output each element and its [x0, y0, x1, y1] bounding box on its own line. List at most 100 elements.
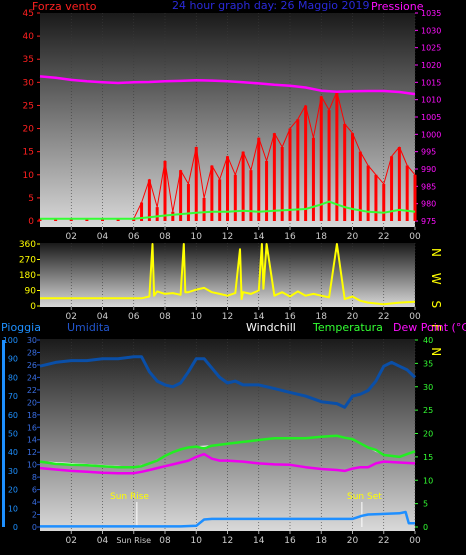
x-tick-label: 08 — [159, 232, 171, 242]
y-tick-label: 985 — [421, 182, 436, 191]
x-tick-label: 06 — [128, 232, 140, 242]
y-tick-label: 26 — [27, 361, 37, 370]
y-tick-label: 1030 — [421, 26, 441, 35]
y-tick-label: 0 — [423, 523, 428, 532]
y-tick-label: 180 — [19, 271, 36, 281]
direction-letters: N W S E N — [429, 248, 443, 362]
x-tick-label: 06 — [128, 312, 140, 322]
y-tick-label: 15 — [23, 148, 34, 158]
y-tick-label: 1010 — [421, 96, 441, 105]
y-tick-label: 18 — [27, 411, 37, 420]
x-tick-label: 08 — [159, 312, 171, 322]
y-tick-label: 80 — [8, 373, 18, 382]
y-tick-label: 0 — [30, 302, 36, 312]
x-tick-label: Sun Rise — [116, 536, 151, 545]
direction-panel-plot: 0 90 180 270 360 02 04 06 08 10 12 14 16 18 20 22 00 — [19, 240, 421, 322]
x-tick-label: 04 — [97, 312, 109, 322]
x-tick-label: 12 — [222, 312, 233, 322]
direction-line — [40, 243, 416, 306]
x-tick-label: 20 — [347, 536, 359, 546]
x-tick-label: 18 — [316, 312, 328, 322]
x-tick-label: 22 — [378, 312, 389, 322]
y-tick-label: 995 — [421, 148, 436, 157]
y-tick-label: 70 — [8, 392, 18, 401]
y-tick-label: 60 — [8, 411, 18, 420]
x-tick-label: 22 — [378, 536, 389, 546]
y-tick-label: 1020 — [421, 61, 441, 70]
y-tick-label: 5 — [28, 194, 34, 204]
y-tick-label: 975 — [421, 217, 436, 226]
x-tick-label: 04 — [97, 536, 109, 546]
y-tick-label: 40 — [423, 336, 433, 345]
x-tick-label: 12 — [222, 536, 233, 546]
y-tick-label: 50 — [8, 430, 18, 439]
y-tick-label: 1025 — [421, 44, 441, 53]
y-tick-label: 10 — [8, 504, 18, 513]
y-tick-label: 360 — [19, 240, 36, 250]
x-tick-label: 02 — [66, 312, 77, 322]
x-tick-label: 02 — [66, 536, 77, 546]
x-tick-label: 14 — [253, 232, 265, 242]
y-tick-label: 20 — [27, 398, 37, 407]
x-tick-label: 14 — [253, 312, 265, 322]
y-tick-label: 15 — [423, 453, 433, 462]
pioggia-axis-bar — [2, 340, 5, 527]
x-tick-label: 16 — [284, 232, 296, 242]
y-tick-label: 270 — [19, 256, 36, 266]
y-tick-label: 10 — [423, 476, 433, 485]
dewpoint-title: Dew Point (°C) — [393, 321, 466, 334]
y-tick-label: 10 — [27, 461, 37, 470]
x-tick-label: 14 — [253, 536, 265, 546]
y-tick-label: 40 — [23, 32, 35, 42]
x-tick-label: 00 — [409, 312, 421, 322]
x-tick-label: 16 — [284, 536, 296, 546]
y-tick-label: 45 — [23, 9, 34, 19]
y-tick-label: 90 — [8, 355, 18, 364]
y-tick-label: 8 — [32, 473, 37, 482]
y-tick-label: 12 — [27, 448, 37, 457]
pressure-axis-title: Pressione — [371, 0, 424, 13]
temperature-line — [39, 434, 416, 469]
x-tick-label: 02 — [66, 232, 77, 242]
x-tick-label: 20 — [347, 232, 359, 242]
x-tick-label: 16 — [284, 312, 296, 322]
wind-avg-line — [40, 200, 416, 220]
y-tick-label: 35 — [423, 359, 433, 368]
x-tick-label: 22 — [378, 232, 389, 242]
x-tick-label: 00 — [409, 232, 421, 242]
y-tick-label: 20 — [23, 125, 35, 135]
pioggia-axis-title: Pioggia — [1, 321, 41, 334]
x-tick-label: 10 — [191, 312, 203, 322]
y-tick-label: 20 — [423, 430, 433, 439]
x-tick-label: 12 — [222, 232, 233, 242]
x-tick-label: 00 — [409, 536, 421, 546]
humidity-line — [39, 355, 417, 409]
y-tick-label: 22 — [27, 386, 37, 395]
graph-date-title: 24 hour graph day: 26 Maggio 2019 — [172, 0, 369, 12]
y-tick-label: 0 — [32, 523, 37, 532]
pressure-line — [39, 75, 416, 96]
sun-rise-label: Sun Rise — [110, 492, 149, 502]
y-tick-label: 25 — [23, 101, 34, 111]
umidita-axis-title: Umidita — [67, 321, 110, 334]
y-tick-label: 6 — [32, 486, 37, 495]
y-tick-label: 2 — [32, 511, 37, 520]
y-tick-label: 90 — [25, 287, 37, 297]
y-tick-label: 35 — [23, 55, 34, 65]
y-tick-label: 1005 — [421, 113, 441, 122]
x-tick-label: 10 — [191, 232, 203, 242]
y-tick-label: 20 — [8, 486, 18, 495]
weather-panel-plot: 0102030405060708090100024681012141618202… — [2, 336, 433, 546]
y-tick-label: 30 — [23, 78, 35, 88]
y-tick-label: 5 — [423, 500, 428, 509]
y-tick-label: 24 — [27, 373, 37, 382]
y-tick-label: 14 — [27, 436, 37, 445]
gust-line — [40, 91, 416, 220]
windchill-title: Windchill — [246, 321, 296, 334]
y-tick-label: 100 — [3, 336, 18, 345]
y-tick-label: 16 — [27, 423, 37, 432]
x-tick-label: 20 — [347, 312, 359, 322]
dewpoint-line — [39, 452, 416, 475]
y-tick-label: 30 — [423, 383, 433, 392]
